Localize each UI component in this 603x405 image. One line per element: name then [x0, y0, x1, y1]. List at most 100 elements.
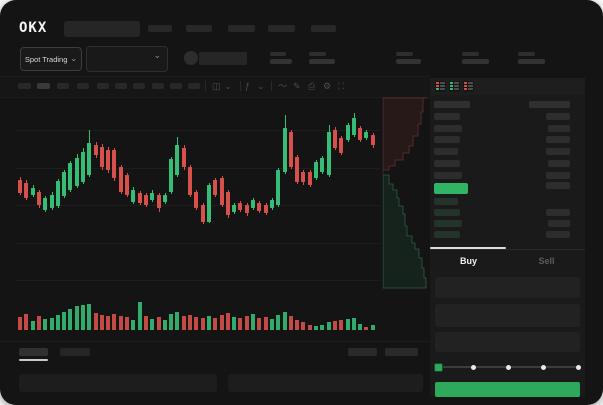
bottom-tab-2[interactable] — [60, 348, 90, 356]
order-book-rows — [430, 78, 585, 248]
interval-button[interactable] — [97, 83, 109, 89]
draw-icon[interactable]: ✎ — [293, 81, 301, 91]
volume-bar — [270, 319, 274, 330]
slider-stop[interactable] — [576, 364, 581, 370]
candle — [207, 185, 211, 222]
volume-bar — [43, 319, 47, 330]
stat-label-placeholder — [518, 52, 535, 56]
search-input[interactable] — [64, 21, 140, 37]
interval-button[interactable] — [152, 83, 164, 89]
nav-item[interactable] — [311, 25, 336, 32]
bid-price[interactable] — [434, 209, 460, 216]
ask-price[interactable] — [434, 125, 462, 132]
volume-bar — [37, 316, 41, 330]
candle — [358, 128, 362, 140]
interval-button[interactable] — [77, 83, 89, 89]
market-type-label: Spot Trading — [24, 54, 68, 64]
nav-item[interactable] — [228, 25, 255, 32]
interval-button[interactable] — [188, 83, 200, 89]
depth-bids-area — [383, 174, 427, 289]
interval-button[interactable] — [115, 83, 127, 89]
stat-value-placeholder — [309, 59, 335, 64]
indicators-icon[interactable]: ƒ — [245, 81, 251, 91]
chevron-down-icon[interactable]: ⌄ — [257, 81, 265, 91]
interval-button[interactable] — [57, 83, 69, 89]
candle — [276, 170, 280, 205]
candle — [100, 147, 104, 167]
candle — [50, 195, 54, 208]
order-input-1[interactable] — [435, 277, 580, 298]
buy-submit-button[interactable] — [435, 382, 580, 397]
ask-price[interactable] — [434, 160, 460, 167]
volume-bar — [119, 316, 123, 330]
interval-button[interactable] — [37, 83, 50, 89]
candlestick-chart[interactable] — [15, 95, 380, 295]
volume-bar — [220, 315, 224, 330]
ask-amount — [546, 172, 570, 179]
token-icon — [184, 51, 198, 65]
ask-price[interactable] — [434, 136, 460, 143]
slider-stop[interactable] — [471, 364, 476, 370]
volume-bar — [283, 312, 287, 330]
slider-handle[interactable] — [434, 362, 443, 372]
candle — [125, 175, 129, 195]
fullscreen-icon[interactable]: ⛶ — [338, 81, 345, 91]
volume-bar — [81, 305, 85, 330]
interval-button[interactable] — [170, 83, 182, 89]
candle — [270, 200, 274, 208]
line-tool-icon[interactable]: 〜 — [278, 81, 288, 91]
nav-item[interactable] — [268, 25, 295, 32]
candle — [144, 195, 148, 205]
order-book-panel: Buy Sell — [430, 78, 585, 397]
candle-type-icon[interactable]: ◫ — [212, 81, 221, 91]
tab-buy[interactable]: Buy — [459, 256, 477, 266]
candle — [106, 150, 110, 170]
volume-bar — [62, 312, 66, 330]
ask-price[interactable] — [434, 172, 462, 179]
tab-sell[interactable]: Sell — [538, 256, 555, 266]
bid-price[interactable] — [434, 220, 462, 227]
candle — [94, 145, 98, 155]
settings-icon[interactable]: ⚙ — [323, 81, 332, 91]
book-bids-toggle[interactable] — [449, 81, 460, 92]
screenshot-icon[interactable]: ⎙ — [308, 81, 316, 91]
market-type-dropdown[interactable]: Spot Trading ⌄ — [20, 47, 82, 71]
bid-price[interactable] — [434, 231, 460, 238]
book-combined-toggle[interactable] — [435, 81, 446, 92]
nav-item[interactable] — [186, 25, 212, 32]
interval-button[interactable] — [18, 83, 31, 89]
order-input-3[interactable] — [435, 332, 580, 352]
bottom-panel-2 — [228, 374, 423, 392]
candle — [87, 143, 91, 175]
chevron-down-icon[interactable]: ⌄ — [224, 81, 232, 91]
buy-tab-indicator — [430, 247, 506, 249]
volume-bar — [31, 321, 35, 330]
slider-stop[interactable] — [541, 364, 546, 370]
bid-price[interactable] — [434, 198, 458, 205]
bottom-action-1[interactable] — [348, 348, 377, 356]
pair-selector-dropdown[interactable]: ⌄ — [86, 46, 168, 72]
bottom-action-2[interactable] — [385, 348, 418, 356]
order-input-2[interactable] — [435, 304, 580, 327]
nav-item[interactable] — [148, 25, 172, 32]
candle — [194, 192, 198, 208]
volume-bar — [106, 316, 110, 330]
ticker-stats — [0, 0, 603, 75]
okx-logo: OKX — [19, 20, 48, 36]
candle — [346, 125, 350, 140]
volume-bar — [24, 314, 28, 330]
interval-button[interactable] — [133, 83, 145, 89]
ask-price[interactable] — [434, 148, 458, 155]
last-price-pill[interactable] — [434, 183, 468, 194]
volume-bar — [276, 315, 280, 330]
volume-bar — [257, 318, 261, 330]
bottom-tab-1[interactable] — [19, 348, 48, 356]
slider-stop[interactable] — [506, 364, 511, 370]
volume-bar — [112, 314, 116, 330]
ask-price[interactable] — [434, 113, 460, 120]
volume-bar — [346, 319, 350, 330]
volume-bar — [194, 317, 198, 330]
volume-bar — [339, 320, 343, 330]
book-asks-toggle[interactable] — [463, 81, 474, 92]
volume-bar — [125, 317, 129, 330]
